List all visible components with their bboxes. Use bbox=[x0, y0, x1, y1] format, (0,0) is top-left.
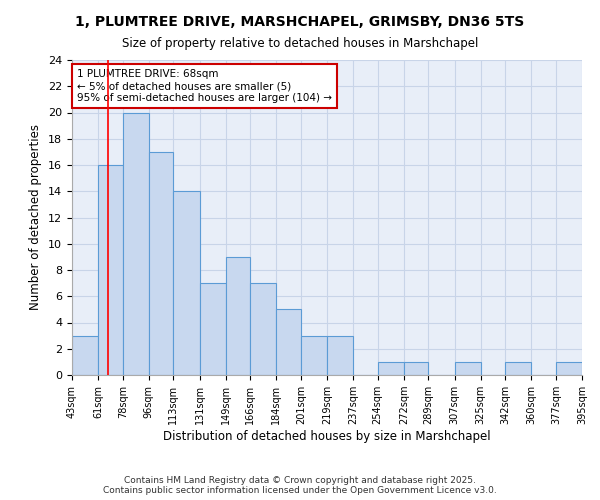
Bar bbox=[98, 165, 123, 375]
Text: Size of property relative to detached houses in Marshchapel: Size of property relative to detached ho… bbox=[122, 38, 478, 51]
Y-axis label: Number of detached properties: Number of detached properties bbox=[29, 124, 43, 310]
Bar bbox=[378, 362, 404, 375]
Bar bbox=[250, 283, 276, 375]
Bar bbox=[276, 310, 301, 375]
Bar bbox=[149, 152, 173, 375]
Text: Contains HM Land Registry data © Crown copyright and database right 2025.
Contai: Contains HM Land Registry data © Crown c… bbox=[103, 476, 497, 495]
Bar bbox=[72, 336, 98, 375]
Bar bbox=[556, 362, 582, 375]
Bar bbox=[327, 336, 353, 375]
Bar bbox=[199, 283, 226, 375]
Text: 1, PLUMTREE DRIVE, MARSHCHAPEL, GRIMSBY, DN36 5TS: 1, PLUMTREE DRIVE, MARSHCHAPEL, GRIMSBY,… bbox=[76, 15, 524, 29]
Bar bbox=[301, 336, 327, 375]
X-axis label: Distribution of detached houses by size in Marshchapel: Distribution of detached houses by size … bbox=[163, 430, 491, 443]
Bar bbox=[173, 191, 199, 375]
Text: 1 PLUMTREE DRIVE: 68sqm
← 5% of detached houses are smaller (5)
95% of semi-deta: 1 PLUMTREE DRIVE: 68sqm ← 5% of detached… bbox=[77, 70, 332, 102]
Bar bbox=[226, 257, 250, 375]
Bar bbox=[455, 362, 481, 375]
Bar bbox=[123, 112, 149, 375]
Bar bbox=[404, 362, 428, 375]
Bar bbox=[505, 362, 531, 375]
